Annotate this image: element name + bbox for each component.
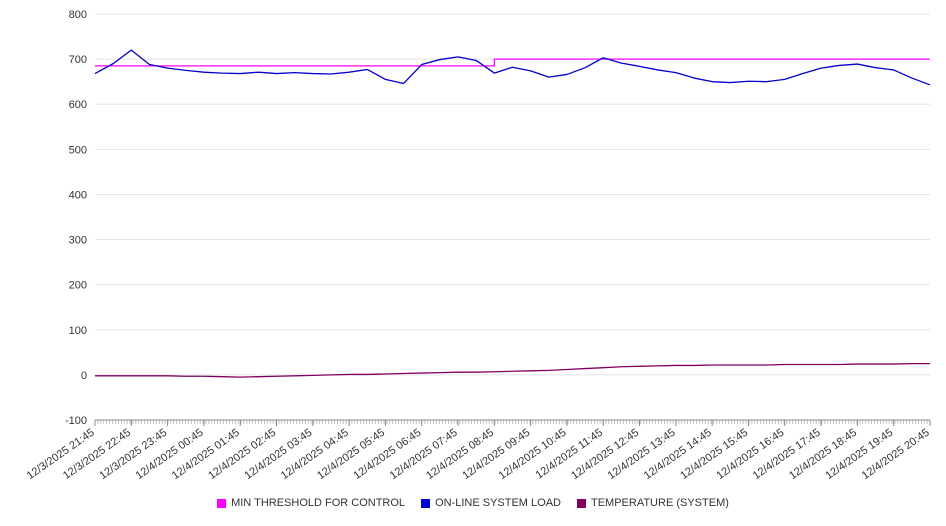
- series-line-temperature-system-: [95, 362, 930, 378]
- legend-swatch-online-system-load-icon: [421, 498, 431, 508]
- legend-swatch-min-threshold-icon: [217, 498, 227, 508]
- y-tick-label: 800: [69, 9, 87, 21]
- x-tick-label: 12/4/2025 20:45: [860, 427, 932, 482]
- y-tick-label: 200: [69, 280, 87, 292]
- legend-swatch-temperature-system-icon: [576, 498, 586, 508]
- legend-item-min-threshold-for-control[interactable]: MIN THRESHOLD FOR CONTROL: [217, 497, 405, 509]
- chart-legend: MIN THRESHOLD FOR CONTROL ON-LINE SYSTEM…: [0, 492, 946, 514]
- y-tick-label: 600: [69, 99, 87, 111]
- y-tick-label: -100: [65, 415, 87, 427]
- y-tick-label: 0: [81, 370, 87, 382]
- series-line-on-line-system-load: [94, 49, 931, 86]
- legend-item-online-system-load[interactable]: ON-LINE SYSTEM LOAD: [421, 497, 561, 509]
- y-tick-label: 100: [69, 325, 87, 337]
- legend-label-temperature-system: TEMPERATURE (SYSTEM): [590, 497, 729, 509]
- legend-item-temperature-system[interactable]: TEMPERATURE (SYSTEM): [576, 497, 729, 509]
- y-tick-label: 700: [69, 54, 87, 66]
- legend-label-online-system-load: ON-LINE SYSTEM LOAD: [435, 497, 561, 509]
- legend-label-min-threshold: MIN THRESHOLD FOR CONTROL: [231, 497, 406, 509]
- y-tick-label: 400: [69, 189, 87, 201]
- series-line-min-threshold-for-control: [95, 58, 930, 67]
- y-tick-label: 300: [69, 235, 87, 247]
- y-tick-label: 500: [69, 144, 87, 156]
